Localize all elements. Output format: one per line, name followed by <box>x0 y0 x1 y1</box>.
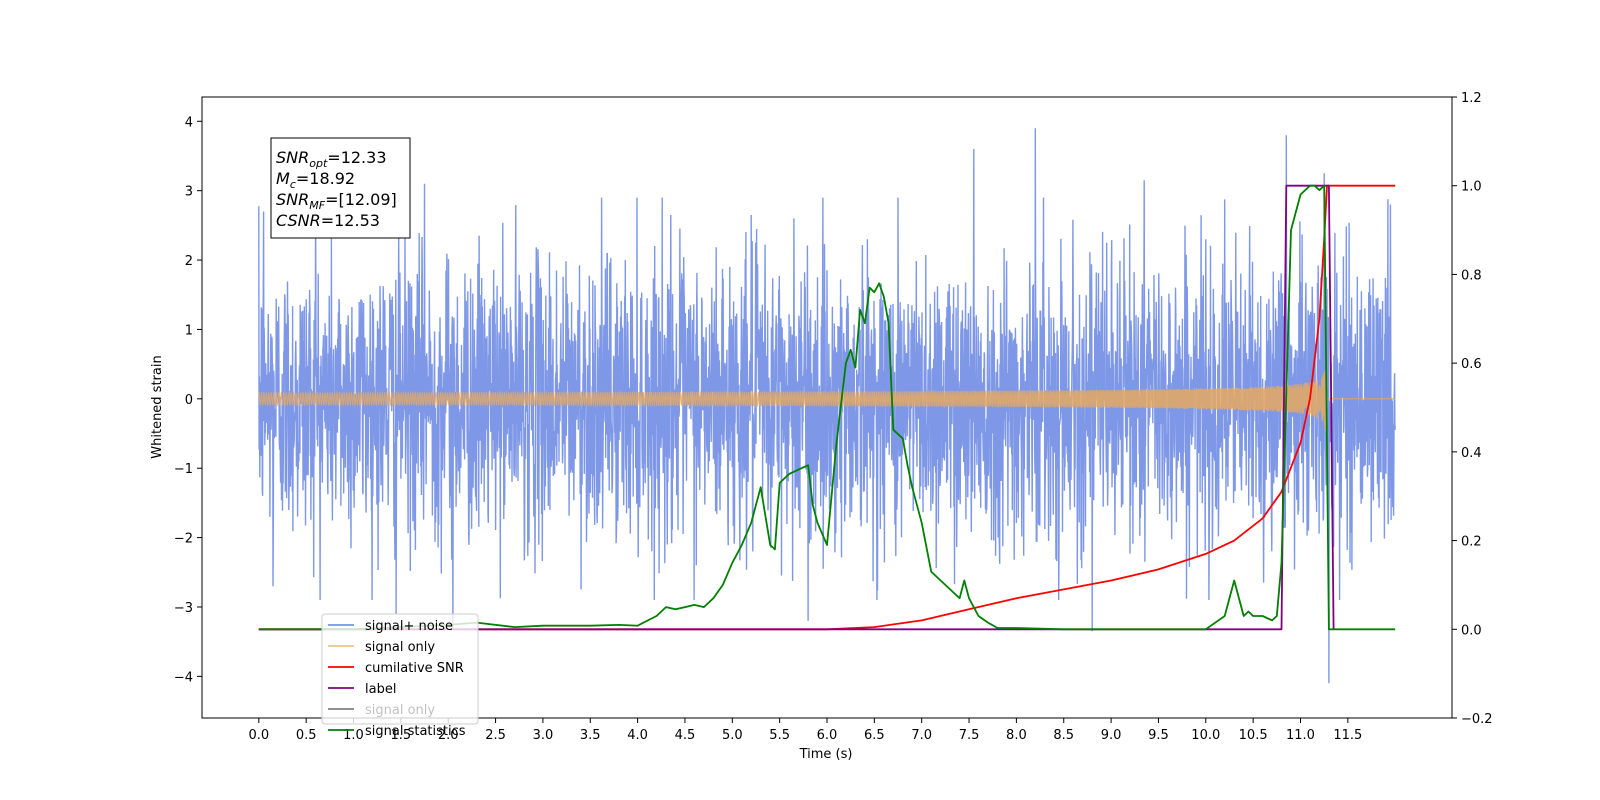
x-tick-label: 7.5 <box>959 728 980 743</box>
x-axis: 0.0 0.5 1.0 1.5 2.0 2.5 3.0 3.5 4.0 4.5 5.0 5.5 6.0 6… <box>248 718 1362 743</box>
x-tick-label: 5.0 <box>722 728 743 743</box>
y-right-tick-label: 0.8 <box>1461 268 1482 283</box>
y-axis-left: −4 −3 −2 −1 0 1 2 3 4 <box>174 115 202 685</box>
x-axis-label: Time (s) <box>799 747 853 762</box>
y-right-tick-label: 0.0 <box>1461 623 1482 638</box>
y-left-tick-label: −4 <box>174 670 193 685</box>
annotation-frame <box>270 137 411 239</box>
y-right-tick-label: 0.2 <box>1461 535 1482 550</box>
legend-entry-label: label <box>365 682 396 697</box>
legend-entry-label: signal only <box>365 640 435 655</box>
annotation-line: SNRopt=12.33 <box>276 148 387 170</box>
legend-entry-label: signal statistics <box>365 724 466 739</box>
y-left-tick-label: 0 <box>185 393 193 408</box>
legend: signal+ noise signal only cumilative SNR la… <box>321 613 479 739</box>
x-tick-label: 11.0 <box>1286 728 1315 743</box>
y-right-tick-label: 1.2 <box>1461 91 1482 106</box>
y-left-tick-label: 2 <box>185 254 193 269</box>
legend-frame <box>321 613 479 725</box>
x-tick-label: 5.5 <box>769 728 790 743</box>
series-signal-statistics <box>258 184 1396 631</box>
x-tick-label: 1.0 <box>343 728 364 743</box>
y-left-tick-label: −1 <box>174 462 193 477</box>
x-tick-label: 10.0 <box>1191 728 1220 743</box>
annotation-box: SNRopt=12.33Mc=18.92SNRMF=[12.09]CSNR=12… <box>270 137 411 239</box>
x-tick-label: 11.5 <box>1333 728 1362 743</box>
x-tick-label: 9.0 <box>1101 728 1122 743</box>
y-axis-label: Whitened strain <box>150 355 165 458</box>
legend-entry-label: signal+ noise <box>365 619 453 634</box>
y-right-tick-label: −0.2 <box>1461 712 1493 727</box>
annotation-line: Mc=18.92 <box>276 169 355 191</box>
x-tick-label: 8.0 <box>1006 728 1027 743</box>
y-left-tick-label: 3 <box>185 185 193 200</box>
annotation-line: SNRMF=[12.09] <box>276 190 397 212</box>
x-tick-label: 3.5 <box>580 728 601 743</box>
x-tick-label: 0.5 <box>296 728 317 743</box>
x-tick-label: 0.0 <box>248 728 269 743</box>
x-tick-label: 7.0 <box>911 728 932 743</box>
y-left-tick-label: 4 <box>185 115 193 130</box>
x-tick-label: 2.0 <box>438 728 459 743</box>
y-left-tick-label: −2 <box>174 532 193 547</box>
series-signal-only <box>258 370 1396 440</box>
y-axis-right: −0.2 0.0 0.2 0.4 0.6 0.8 1.0 1.2 <box>1452 91 1493 727</box>
series-layer <box>258 128 1396 684</box>
y-right-tick-label: 0.6 <box>1461 357 1482 372</box>
x-tick-label: 4.5 <box>675 728 696 743</box>
x-tick-label: 2.5 <box>485 728 506 743</box>
series-label <box>258 184 1335 631</box>
annotation-line: CSNR=12.53 <box>276 211 380 230</box>
series-cumilative-snr <box>258 184 1396 631</box>
y-left-tick-label: −3 <box>174 601 193 616</box>
x-tick-label: 1.5 <box>391 728 412 743</box>
x-tick-label: 6.5 <box>864 728 885 743</box>
x-tick-label: 6.0 <box>817 728 838 743</box>
y-left-tick-label: 1 <box>185 323 193 338</box>
legend-entry-label: cumilative SNR <box>365 661 464 676</box>
x-tick-label: 3.0 <box>533 728 554 743</box>
x-tick-label: 8.5 <box>1053 728 1074 743</box>
y-right-tick-label: 0.4 <box>1461 446 1482 461</box>
y-right-tick-label: 1.0 <box>1461 180 1482 195</box>
x-tick-label: 4.0 <box>627 728 648 743</box>
legend-entry-label: signal only <box>365 703 435 718</box>
series-signal-plus-noise <box>258 128 1396 684</box>
x-tick-label: 10.5 <box>1239 728 1268 743</box>
x-tick-label: 9.5 <box>1148 728 1169 743</box>
